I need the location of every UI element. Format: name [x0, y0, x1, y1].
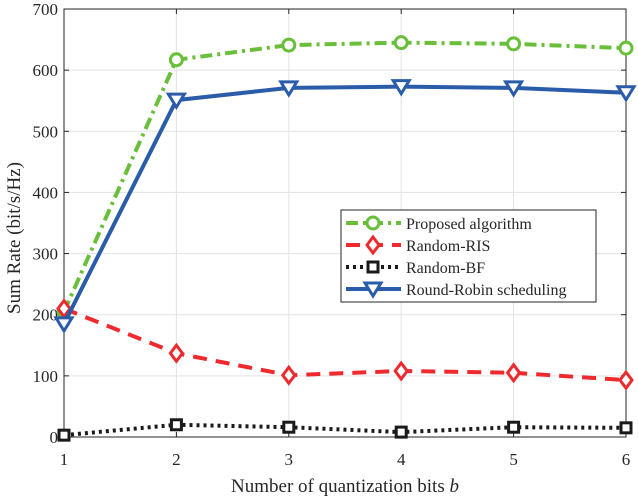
- square-marker-icon: [366, 260, 380, 274]
- x-tick-label: 5: [509, 450, 518, 469]
- circle-marker-icon: [365, 215, 381, 231]
- triangle-down-marker-icon: [165, 92, 188, 110]
- y-axis-label: Sum Rate (bit/s/Hz): [4, 162, 25, 314]
- triangle-down-marker-icon: [390, 79, 412, 97]
- y-tick-label: 0: [50, 428, 59, 447]
- triangle-down-marker-icon: [615, 85, 637, 103]
- plot-frame: [63, 8, 627, 438]
- square-marker-icon: [394, 425, 408, 439]
- series-random-ris: [56, 298, 634, 391]
- x-tick-label: 2: [172, 450, 181, 469]
- x-axis-label: Number of quantization bits b: [231, 476, 459, 497]
- legend: Proposed algorithm Random-RIS Random-BF Rou…: [340, 209, 597, 303]
- x-tick-label: 4: [397, 450, 406, 469]
- series-random-bf: [57, 418, 633, 442]
- square-marker-icon: [57, 428, 71, 442]
- y-tick-label: 300: [33, 245, 59, 264]
- diamond-marker-icon: [280, 364, 297, 386]
- diamond-marker-icon: [168, 342, 185, 364]
- triangle-down-marker-icon: [362, 281, 384, 299]
- y-tick-label: 600: [33, 61, 59, 80]
- diamond-marker-icon: [618, 369, 634, 391]
- circle-marker-icon: [281, 37, 297, 53]
- square-marker-icon: [507, 420, 521, 434]
- circle-marker-icon: [618, 40, 634, 56]
- legend-label: Proposed algorithm: [406, 216, 532, 233]
- y-tick-label: 200: [33, 306, 59, 325]
- y-tick-label: 400: [33, 183, 59, 202]
- diamond-marker-icon: [365, 234, 381, 256]
- triangle-down-marker-icon: [502, 80, 525, 98]
- legend-label: Round-Robin scheduling: [406, 282, 566, 299]
- diamond-marker-icon: [505, 362, 522, 384]
- y-tick-label: 500: [33, 122, 59, 141]
- circle-marker-icon: [393, 35, 409, 51]
- diamond-marker-icon: [393, 360, 410, 382]
- square-marker-icon: [282, 420, 296, 434]
- circle-marker-icon: [168, 52, 184, 68]
- legend-label: Random-RIS: [406, 238, 490, 255]
- circle-marker-icon: [506, 36, 522, 52]
- square-marker-icon: [619, 421, 633, 435]
- series-round-robin-scheduling: [53, 79, 637, 334]
- triangle-down-marker-icon: [278, 80, 300, 98]
- x-tick-label: 6: [622, 450, 631, 469]
- x-tick-label: 3: [285, 450, 294, 469]
- square-marker-icon: [169, 418, 183, 432]
- legend-label: Random-BF: [406, 260, 485, 277]
- y-tick-label: 700: [33, 0, 59, 19]
- x-tick-label: 1: [60, 450, 69, 469]
- y-tick-label: 100: [33, 367, 59, 386]
- triangle-down-marker-icon: [53, 316, 75, 334]
